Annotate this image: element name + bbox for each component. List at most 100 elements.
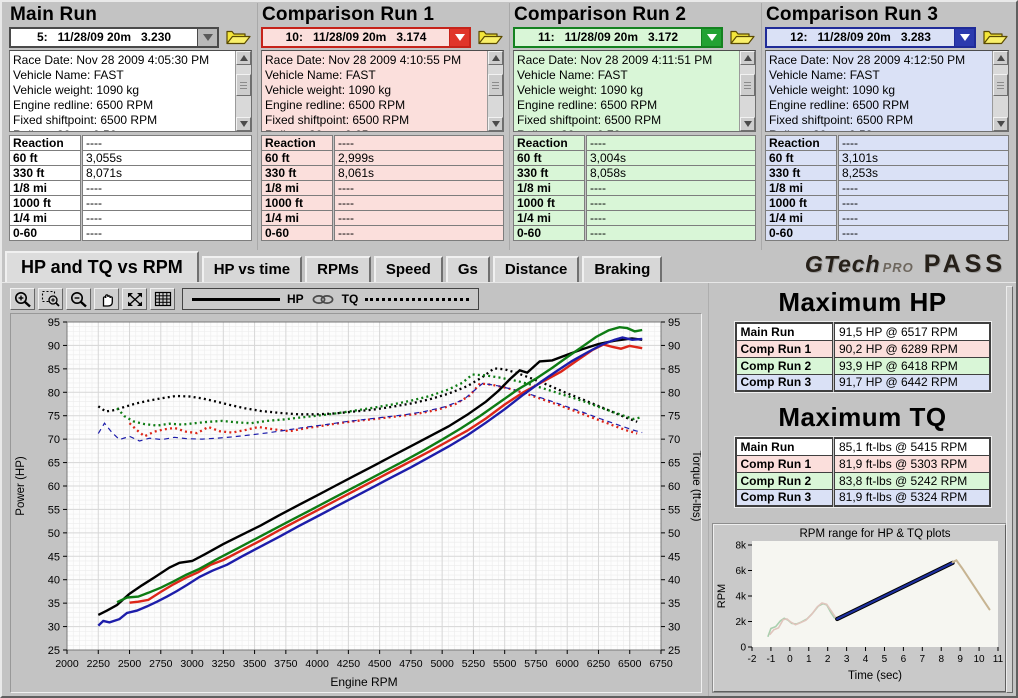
scrollbar-thumb[interactable] (488, 74, 503, 96)
stat-label: 60 ft (513, 150, 587, 166)
run-info-scrollbar[interactable] (992, 51, 1008, 131)
tab-rpms[interactable]: RPMs (305, 256, 371, 282)
run-stats-table: Reaction ---- 60 ft 3,055s 330 ft 8,071s… (9, 135, 252, 241)
run-info-line: Rollout: 30 cm 0.58sec (769, 128, 992, 131)
run-selector-dropdown-button[interactable] (197, 28, 217, 46)
zoom-out-button[interactable] (66, 288, 91, 310)
scroll-down-button[interactable] (740, 117, 755, 131)
scrollbar-track[interactable] (740, 65, 755, 117)
svg-text:11: 11 (993, 654, 1004, 665)
run-info-box[interactable]: Race Date: Nov 28 2009 4:10:55 PM Vehicle… (261, 50, 504, 132)
series-main-run-tq (97, 367, 638, 423)
mini-plot-background (752, 541, 998, 647)
svg-text:6250: 6250 (587, 658, 611, 670)
run-selector-combobox[interactable]: 12: 11/28/09 20m 3.283 (765, 26, 976, 48)
run-selector-dropdown-button[interactable] (701, 28, 721, 46)
scroll-up-button[interactable] (488, 51, 503, 65)
scroll-up-button[interactable] (740, 51, 755, 65)
svg-text:6k: 6k (735, 566, 747, 577)
scroll-down-button[interactable] (236, 117, 251, 131)
svg-text:1: 1 (806, 654, 812, 665)
run-info-line: Vehicle weight: 1090 kg (265, 83, 392, 97)
run-info-scrollbar[interactable] (487, 51, 503, 131)
run-selector-value: 10: 11/28/09 20m 3.174 (285, 29, 427, 44)
zoom-area-button[interactable] (38, 288, 63, 310)
svg-text:10: 10 (974, 654, 986, 665)
load-run-button[interactable] (981, 27, 1009, 48)
scrollbar-thumb[interactable] (236, 74, 251, 96)
stat-row: 1000 ft ---- (513, 195, 756, 211)
run-info-line: Race Date: Nov 28 2009 4:11:51 PM (517, 53, 713, 67)
svg-text:0: 0 (787, 654, 793, 665)
scrollbar-track[interactable] (488, 65, 503, 117)
tab-gs[interactable]: Gs (445, 256, 490, 282)
max-row-main-run: Main Run 85,1 ft-lbs @ 5415 RPM (735, 437, 990, 456)
scrollbar-thumb[interactable] (993, 74, 1008, 96)
run-selector-dropdown-button[interactable] (449, 28, 469, 46)
max-row-value: 91,7 HP @ 6442 RPM (833, 373, 990, 392)
scroll-down-icon (491, 121, 500, 127)
load-run-button[interactable] (224, 27, 252, 48)
run-selector-value: 11: 11/28/09 20m 3.172 (537, 29, 679, 44)
run-selector-value: 12: 11/28/09 20m 3.283 (790, 29, 931, 44)
tab-distance[interactable]: Distance (492, 256, 580, 282)
svg-text:7: 7 (920, 654, 926, 665)
tab-speed[interactable]: Speed (373, 256, 443, 282)
run-selector-combobox[interactable]: 10: 11/28/09 20m 3.174 (261, 26, 471, 48)
svg-text:4: 4 (863, 654, 869, 665)
scroll-down-button[interactable] (488, 117, 503, 131)
hp-tq-chart[interactable]: 25 25 30 30 35 35 40 40 45 45 50 50 55 55 60 60 65 65 70 70… (11, 314, 702, 692)
run-info-box[interactable]: Race Date: Nov 28 2009 4:11:51 PM Vehicle… (513, 50, 756, 132)
mini-x-axis-title: Time (sec) (848, 670, 902, 682)
run-panel-1: Comparison Run 1 10: 11/28/09 20m 3.174 … (258, 3, 510, 250)
pan-button[interactable] (94, 288, 119, 310)
stat-label: 0-60 (9, 225, 83, 241)
svg-text:45: 45 (48, 551, 60, 563)
scrollbar-track[interactable] (236, 65, 251, 117)
run-selector-dropdown-button[interactable] (954, 28, 974, 46)
run-info-box[interactable]: Race Date: Nov 28 2009 4:05:30 PM Vehicle… (9, 50, 252, 132)
max-row-comp-run-3: Comp Run 3 91,7 HP @ 6442 RPM (735, 373, 990, 392)
series-main-run-hp (97, 337, 643, 616)
grid-button[interactable] (150, 288, 175, 310)
max-row-value: 93,9 HP @ 6418 RPM (833, 356, 990, 375)
svg-text:95: 95 (668, 317, 680, 329)
svg-text:3000: 3000 (180, 658, 204, 670)
run-combo-row: 5: 11/28/09 20m 3.230 (9, 26, 252, 48)
stat-row: 60 ft 2,999s (261, 150, 504, 166)
svg-text:90: 90 (48, 340, 60, 352)
run-info-scrollbar[interactable] (235, 51, 251, 131)
fit-button[interactable] (122, 288, 147, 310)
legend-hp-label: HP (287, 292, 304, 306)
scroll-up-icon (996, 55, 1005, 61)
run-info-line: Vehicle Name: FAST (517, 68, 628, 82)
load-run-button[interactable] (476, 27, 504, 48)
run-selector-combobox[interactable]: 5: 11/28/09 20m 3.230 (9, 26, 219, 48)
max-row-comp-run-1: Comp Run 1 81,9 ft-lbs @ 5303 RPM (735, 454, 990, 473)
load-run-button[interactable] (728, 27, 756, 48)
svg-text:50: 50 (48, 528, 60, 540)
stat-value: ---- (333, 195, 504, 211)
zoom-in-button[interactable] (10, 288, 35, 310)
scroll-down-button[interactable] (993, 117, 1008, 131)
run-info-scrollbar[interactable] (739, 51, 755, 131)
tab-hp-and-tq-vs-rpm[interactable]: HP and TQ vs RPM (5, 251, 199, 282)
stat-label: 60 ft (765, 150, 839, 166)
stat-label: Reaction (261, 135, 335, 151)
tab-braking[interactable]: Braking (582, 256, 663, 282)
stat-row: 0-60 ---- (9, 225, 252, 241)
scroll-up-button[interactable] (236, 51, 251, 65)
svg-text:65: 65 (48, 458, 60, 470)
run-info-box[interactable]: Race Date: Nov 28 2009 4:12:50 PM Vehicle… (765, 50, 1009, 132)
scrollbar-thumb[interactable] (740, 74, 755, 96)
max-row-value: 85,1 ft-lbs @ 5415 RPM (833, 437, 990, 456)
run-selector-combobox[interactable]: 11: 11/28/09 20m 3.172 (513, 26, 723, 48)
tab-hp-vs-time[interactable]: HP vs time (201, 256, 303, 282)
stat-row: 1000 ft ---- (261, 195, 504, 211)
stat-value: ---- (837, 225, 1009, 241)
scroll-up-button[interactable] (993, 51, 1008, 65)
run-info-line: Engine redline: 6500 RPM (265, 98, 406, 112)
scrollbar-track[interactable] (993, 65, 1008, 117)
max-row-comp-run-1: Comp Run 1 90,2 HP @ 6289 RPM (735, 339, 990, 358)
run-title: Comparison Run 1 (262, 4, 435, 25)
